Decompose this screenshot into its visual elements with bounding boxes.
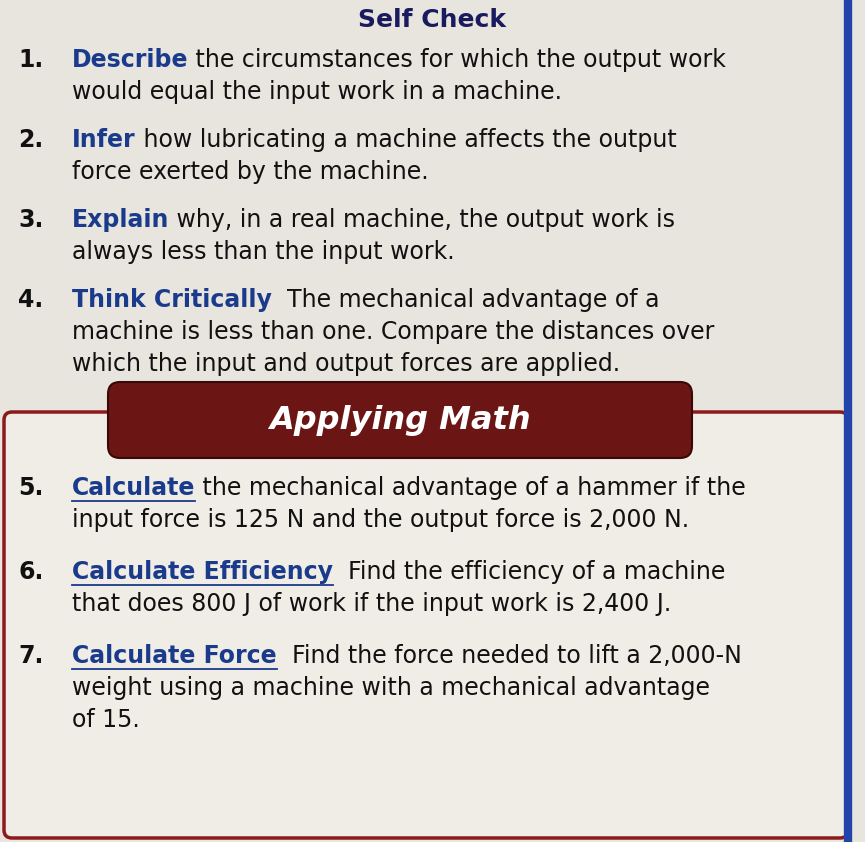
Text: force exerted by the machine.: force exerted by the machine. (72, 160, 429, 184)
Text: Explain: Explain (72, 208, 170, 232)
Text: 4.: 4. (18, 288, 43, 312)
Text: of 15.: of 15. (72, 708, 140, 732)
Text: Find the force needed to lift a 2,000-N: Find the force needed to lift a 2,000-N (277, 644, 741, 668)
Text: 5.: 5. (18, 476, 43, 500)
Text: 1.: 1. (18, 48, 43, 72)
Text: The mechanical advantage of a: The mechanical advantage of a (272, 288, 659, 312)
Text: which the input and output forces are applied.: which the input and output forces are ap… (72, 352, 620, 376)
Text: Applying Math: Applying Math (269, 404, 531, 435)
Text: that does 800 J of work if the input work is 2,400 J.: that does 800 J of work if the input wor… (72, 592, 671, 616)
Text: Infer: Infer (72, 128, 136, 152)
Text: the mechanical advantage of a hammer if the: the mechanical advantage of a hammer if … (195, 476, 746, 500)
Text: would equal the input work in a machine.: would equal the input work in a machine. (72, 80, 562, 104)
Text: why, in a real machine, the output work is: why, in a real machine, the output work … (170, 208, 676, 232)
Text: Self Check: Self Check (358, 8, 506, 32)
Text: Describe: Describe (72, 48, 189, 72)
Text: 2.: 2. (18, 128, 43, 152)
Text: Calculate Force: Calculate Force (72, 644, 277, 668)
Text: input force is 125 N and the output force is 2,000 N.: input force is 125 N and the output forc… (72, 508, 689, 532)
Text: Calculate Efficiency: Calculate Efficiency (72, 560, 333, 584)
Text: 3.: 3. (18, 208, 43, 232)
FancyBboxPatch shape (4, 412, 848, 838)
Text: Think Critically: Think Critically (72, 288, 272, 312)
Text: always less than the input work.: always less than the input work. (72, 240, 455, 264)
Text: Calculate: Calculate (72, 476, 195, 500)
Text: 6.: 6. (18, 560, 43, 584)
FancyBboxPatch shape (108, 382, 692, 458)
Text: how lubricating a machine affects the output: how lubricating a machine affects the ou… (136, 128, 676, 152)
Text: the circumstances for which the output work: the circumstances for which the output w… (189, 48, 727, 72)
Text: Find the efficiency of a machine: Find the efficiency of a machine (333, 560, 726, 584)
Text: 7.: 7. (18, 644, 43, 668)
Text: weight using a machine with a mechanical advantage: weight using a machine with a mechanical… (72, 676, 710, 700)
Text: machine is less than one. Compare the distances over: machine is less than one. Compare the di… (72, 320, 714, 344)
